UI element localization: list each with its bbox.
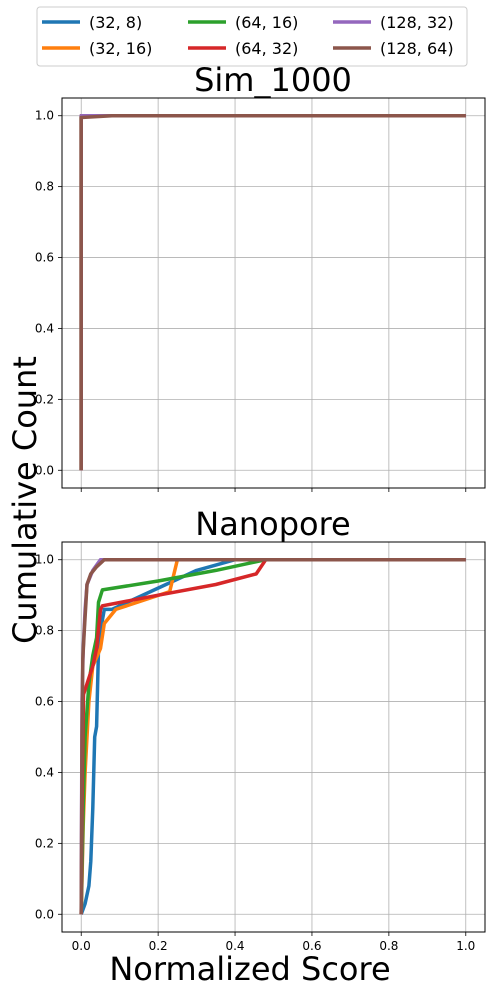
y-tick-label: 0.4	[35, 321, 54, 335]
y-tick-label: 0.6	[35, 695, 54, 709]
legend-label: (64, 32)	[235, 39, 298, 58]
y-tick-label: 0.6	[35, 251, 54, 265]
y-tick-label: 0.4	[35, 765, 54, 779]
subplot-title: Nanopore	[195, 505, 350, 543]
legend-label: (64, 16)	[235, 13, 298, 32]
x-tick-label: 0.0	[72, 939, 91, 953]
x-axis-label: Normalized Score	[109, 950, 390, 988]
legend-label: (128, 64)	[380, 39, 454, 58]
subplot-title: Sim_1000	[194, 61, 352, 99]
legend-label: (32, 8)	[89, 13, 142, 32]
y-tick-label: 0.0	[35, 907, 54, 921]
y-axis-label: Cumulative Count	[6, 356, 44, 644]
legend-label: (32, 16)	[89, 39, 152, 58]
legend: (32, 8) (32, 16) (64, 16) (64, 32) (128, 32)…	[37, 7, 467, 66]
legend-label: (128, 32)	[380, 13, 454, 32]
x-tick-label: 1.0	[456, 939, 475, 953]
y-tick-label: 0.2	[35, 836, 54, 850]
y-tick-label: 0.8	[35, 180, 54, 194]
y-tick-label: 1.0	[35, 109, 54, 123]
